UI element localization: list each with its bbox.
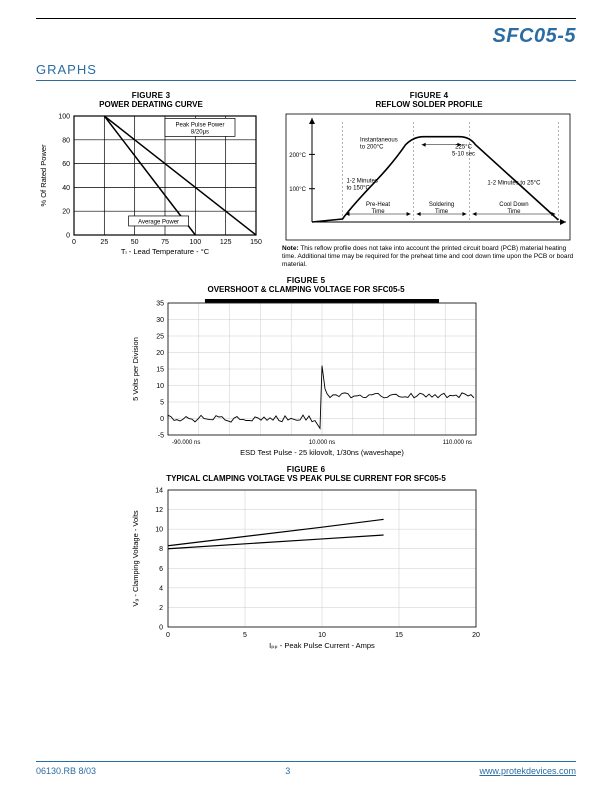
svg-text:200°C: 200°C <box>289 153 306 159</box>
svg-text:4: 4 <box>159 586 163 593</box>
svg-text:ESD Test Pulse - 25 kilovolt,: ESD Test Pulse - 25 kilovolt, 1/30ns (wa… <box>240 448 404 457</box>
svg-text:100: 100 <box>58 114 70 121</box>
svg-text:10.000 ns: 10.000 ns <box>309 440 335 446</box>
svg-text:60: 60 <box>62 161 70 168</box>
svg-text:25: 25 <box>156 334 164 341</box>
svg-text:6: 6 <box>159 566 163 573</box>
svg-text:1-2 Minutes to 25°C: 1-2 Minutes to 25°C <box>487 181 541 187</box>
svg-text:0: 0 <box>72 239 76 246</box>
doc-code: 06130.RB 8/03 <box>36 766 96 776</box>
svg-text:25: 25 <box>100 239 108 246</box>
fig5-label: FIGURE 5 <box>126 276 486 285</box>
svg-text:30: 30 <box>156 317 164 324</box>
svg-text:0: 0 <box>66 233 70 240</box>
svg-text:-5: -5 <box>158 433 164 440</box>
svg-text:15: 15 <box>395 632 403 639</box>
svg-text:100: 100 <box>189 239 201 246</box>
svg-text:% Of Rated Power: % Of Rated Power <box>39 144 48 207</box>
svg-text:12: 12 <box>155 507 163 514</box>
svg-text:20: 20 <box>62 209 70 216</box>
svg-text:0: 0 <box>166 632 170 639</box>
figure-4: FIGURE 4 REFLOW SOLDER PROFILE 200°C 100°… <box>282 91 576 268</box>
fig5-title: OVERSHOOT & CLAMPING VOLTAGE FOR SFC05-5 <box>126 285 486 294</box>
fig6-title: TYPICAL CLAMPING VOLTAGE VS PEAK PULSE C… <box>126 474 486 483</box>
svg-text:Pre-Heat: Pre-Heat <box>366 202 390 208</box>
svg-text:10: 10 <box>318 632 326 639</box>
svg-text:5 Volts per Division: 5 Volts per Division <box>131 338 140 402</box>
fig4-note: Note: This reflow profile does not take … <box>282 245 576 268</box>
svg-text:V₉ - Clamping Voltage - Volts: V₉ - Clamping Voltage - Volts <box>131 510 140 607</box>
figure-5: FIGURE 5 OVERSHOOT & CLAMPING VOLTAGE FO… <box>126 276 486 457</box>
svg-text:2: 2 <box>159 605 163 612</box>
svg-text:10: 10 <box>156 383 164 390</box>
svg-text:50: 50 <box>131 239 139 246</box>
svg-text:80: 80 <box>62 137 70 144</box>
fig3-label: FIGURE 3 <box>36 91 266 100</box>
svg-text:20: 20 <box>472 632 480 639</box>
svg-text:8/20μs: 8/20μs <box>191 129 209 135</box>
fig6-label: FIGURE 6 <box>126 465 486 474</box>
svg-text:10: 10 <box>155 527 163 534</box>
svg-text:8: 8 <box>159 547 163 554</box>
part-number: SFC05-5 <box>36 25 576 48</box>
page-footer: 06130.RB 8/03 3 www.protekdevices.com <box>36 761 576 776</box>
svg-text:35: 35 <box>156 301 164 308</box>
fig4-label: FIGURE 4 <box>282 91 576 100</box>
svg-text:Time: Time <box>507 209 521 215</box>
fig3-title: POWER DERATING CURVE <box>36 100 266 109</box>
svg-text:-90.000 ns: -90.000 ns <box>172 440 200 446</box>
svg-text:0: 0 <box>160 416 164 423</box>
svg-text:5: 5 <box>243 632 247 639</box>
svg-text:Iₚₚ - Peak Pulse Current - Amp: Iₚₚ - Peak Pulse Current - Amps <box>269 641 375 650</box>
fig4-chart: 200°C100°CInstantaneousto 200°C225°C5-10… <box>282 112 572 242</box>
svg-text:5: 5 <box>160 400 164 407</box>
footer-url: www.protekdevices.com <box>479 766 576 776</box>
svg-text:20: 20 <box>156 350 164 357</box>
svg-text:40: 40 <box>62 185 70 192</box>
svg-text:Soldering: Soldering <box>429 202 454 208</box>
fig6-chart: 0 5 10 15 20 0 2 4 6 8 10 12 14 Iₚₚ - Peak Pulse Curr… <box>126 486 486 651</box>
svg-text:110.000 ns: 110.000 ns <box>443 440 472 446</box>
svg-text:Peak Pulse Power: Peak Pulse Power <box>175 122 224 128</box>
svg-text:0: 0 <box>159 625 163 632</box>
svg-text:to 200°C: to 200°C <box>360 144 384 150</box>
svg-text:Instantaneous: Instantaneous <box>360 137 398 143</box>
fig5-chart: -5 0 5 10 15 20 25 30 35 -90.000 ns 10.000 ns 110.0… <box>126 297 486 457</box>
page-number: 3 <box>285 766 290 776</box>
svg-text:75: 75 <box>161 239 169 246</box>
svg-text:to 150°C: to 150°C <box>346 186 370 192</box>
figure-3: FIGURE 3 POWER DERATING CURVE 0 25 50 75 100… <box>36 91 266 268</box>
svg-text:125: 125 <box>220 239 232 246</box>
svg-text:Time: Time <box>435 209 449 215</box>
svg-text:14: 14 <box>155 488 163 495</box>
svg-text:150: 150 <box>250 239 262 246</box>
svg-text:5-10 sec: 5-10 sec <box>452 152 475 158</box>
svg-text:15: 15 <box>156 367 164 374</box>
svg-text:Tₗ - Lead Temperature - °C: Tₗ - Lead Temperature - °C <box>121 247 210 256</box>
svg-text:Time: Time <box>371 209 385 215</box>
fig4-title: REFLOW SOLDER PROFILE <box>282 100 576 109</box>
fig3-chart: 0 25 50 75 100 125 150 0 20 40 60 80 100 Peak Pulse P… <box>36 112 266 257</box>
svg-text:100°C: 100°C <box>289 187 306 193</box>
svg-text:Average Power: Average Power <box>138 219 179 225</box>
svg-text:1-2 Minutes: 1-2 Minutes <box>346 179 377 185</box>
section-title: GRAPHS <box>36 62 576 81</box>
figure-6: FIGURE 6 TYPICAL CLAMPING VOLTAGE VS PEA… <box>126 465 486 651</box>
svg-text:Cool Down: Cool Down <box>499 202 528 208</box>
top-rule <box>36 18 576 19</box>
